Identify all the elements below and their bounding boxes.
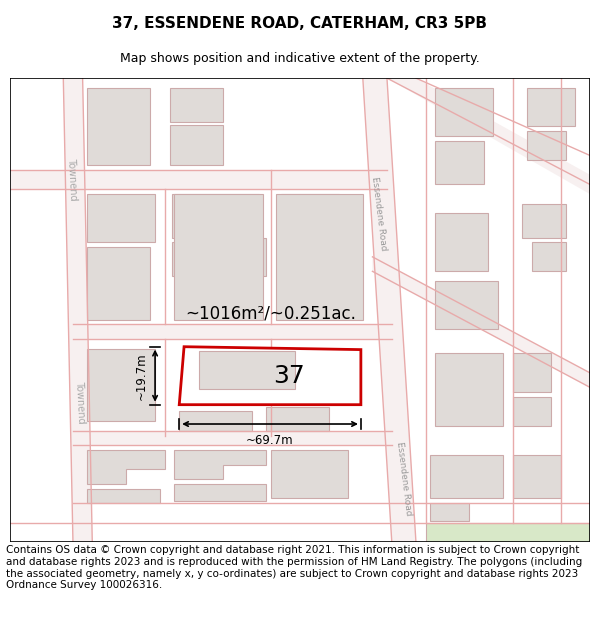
Bar (512, 354, 551, 392)
Bar (527, 88, 575, 126)
Text: ~69.7m: ~69.7m (246, 434, 294, 447)
Polygon shape (88, 450, 165, 484)
Bar (435, 354, 503, 426)
Polygon shape (373, 257, 590, 388)
Bar (172, 194, 259, 238)
Text: 37, ESSENDENE ROAD, CATERHAM, CR3 5PB: 37, ESSENDENE ROAD, CATERHAM, CR3 5PB (113, 16, 487, 31)
Bar (88, 88, 150, 165)
Text: Essendene Road: Essendene Road (370, 176, 388, 251)
Bar (435, 213, 488, 271)
Bar (172, 242, 230, 276)
Bar (170, 124, 223, 165)
Bar (430, 503, 469, 521)
Bar (175, 194, 263, 319)
Polygon shape (73, 431, 392, 445)
Text: Map shows position and indicative extent of the property.: Map shows position and indicative extent… (120, 52, 480, 65)
Bar (232, 238, 266, 276)
Bar (179, 411, 251, 431)
Bar (527, 131, 566, 160)
Bar (175, 484, 266, 501)
Bar (430, 455, 503, 498)
Text: 37: 37 (274, 364, 305, 388)
Bar (512, 455, 561, 498)
Polygon shape (425, 522, 590, 542)
Bar (276, 194, 363, 319)
Bar (286, 238, 334, 281)
Bar (170, 88, 223, 122)
Text: Townend: Townend (66, 158, 78, 201)
Polygon shape (88, 489, 160, 503)
Polygon shape (179, 347, 361, 404)
Bar (522, 204, 566, 238)
Bar (88, 349, 155, 421)
Polygon shape (175, 450, 266, 479)
Bar (88, 194, 155, 242)
Bar (435, 141, 484, 184)
Polygon shape (387, 78, 590, 194)
Text: Contains OS data © Crown copyright and database right 2021. This information is : Contains OS data © Crown copyright and d… (6, 545, 582, 590)
Bar (435, 281, 498, 329)
Bar (199, 351, 295, 389)
Bar (532, 242, 566, 271)
Polygon shape (73, 324, 392, 339)
Bar (88, 248, 150, 319)
Text: Essendene Road: Essendene Road (395, 441, 413, 517)
Bar (281, 194, 338, 232)
Bar (271, 450, 349, 498)
Polygon shape (10, 170, 387, 189)
Text: ~19.7m: ~19.7m (134, 352, 148, 399)
Polygon shape (63, 78, 92, 542)
Polygon shape (363, 78, 416, 542)
Bar (512, 397, 551, 426)
Bar (435, 88, 493, 136)
Text: Townend: Townend (74, 380, 86, 423)
Bar (266, 407, 329, 431)
Text: ~1016m²/~0.251ac.: ~1016m²/~0.251ac. (185, 304, 356, 322)
